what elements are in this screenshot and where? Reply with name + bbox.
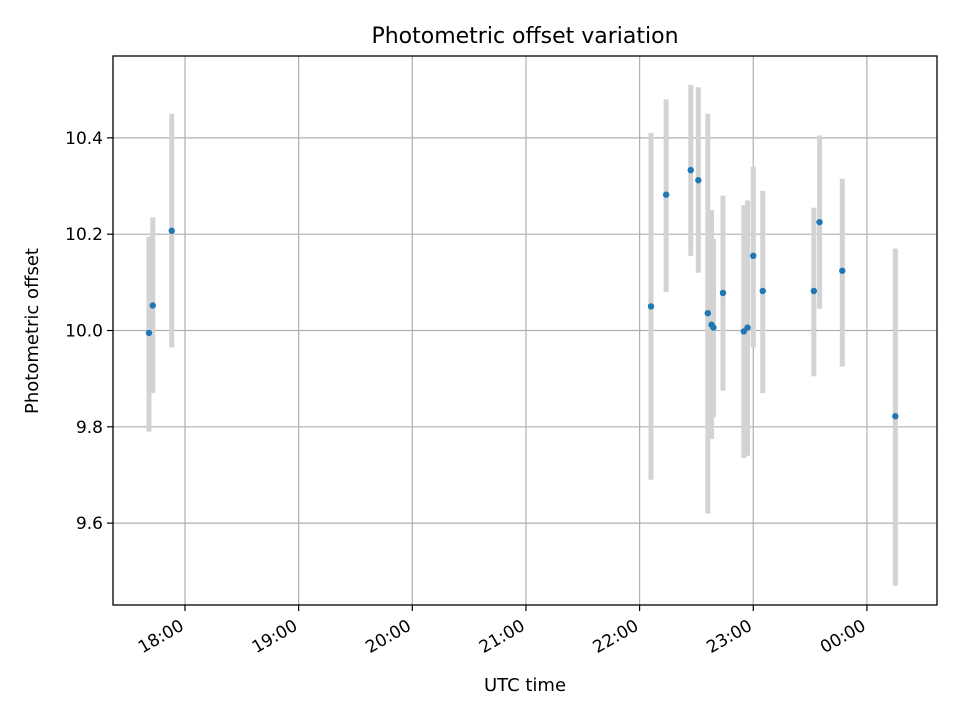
y-tick-label: 10.0 (65, 322, 103, 342)
x-tick-label: 00:00 (817, 616, 869, 658)
data-point (704, 309, 711, 317)
data-point (145, 329, 153, 337)
y-tick-label: 9.6 (76, 514, 103, 534)
x-tick-label: 18:00 (135, 616, 187, 658)
data-point (810, 287, 818, 295)
data-point (719, 289, 727, 297)
data-point (149, 302, 156, 309)
x-tick-label: 23:00 (703, 616, 755, 658)
y-tick-label: 10.4 (65, 129, 103, 149)
data-point (892, 413, 899, 420)
x-tick-label: 20:00 (362, 616, 414, 658)
data-point (662, 191, 670, 198)
data-point (647, 303, 655, 310)
data-point (744, 324, 751, 331)
data-point (816, 218, 823, 226)
data-point (839, 267, 846, 274)
y-axis-label: Photometric offset (22, 248, 43, 414)
y-tick-label: 10.2 (65, 225, 103, 245)
x-axis-label: UTC time (484, 675, 566, 696)
data-point (759, 287, 766, 295)
data-point (687, 166, 694, 174)
chart-title: Photometric offset variation (371, 24, 678, 49)
x-tick-label: 21:00 (476, 616, 528, 658)
x-tick-label: 22:00 (590, 616, 642, 658)
x-tick-label: 19:00 (249, 616, 301, 658)
y-tick-label: 9.8 (76, 418, 103, 438)
data-point (750, 252, 757, 260)
data-point (168, 227, 175, 235)
data-point (695, 177, 702, 184)
data-point (710, 324, 717, 331)
